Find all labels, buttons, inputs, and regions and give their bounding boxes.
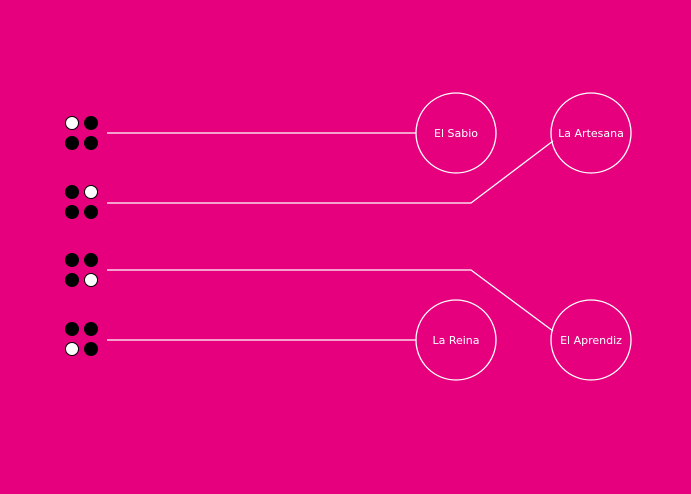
node-la-reina: La Reina	[415, 299, 497, 381]
node-label: El Sabio	[434, 127, 478, 140]
filled-dot	[84, 116, 98, 130]
filled-dot	[84, 342, 98, 356]
dot-pattern	[65, 322, 98, 356]
filled-dot	[65, 205, 79, 219]
filled-dot	[65, 253, 79, 267]
empty-dot	[84, 185, 98, 199]
empty-dot	[65, 342, 79, 356]
dot-pattern	[65, 253, 98, 287]
node-la-artesana: La Artesana	[550, 92, 632, 174]
filled-dot	[65, 273, 79, 287]
nodes: El Sabio La Artesana La Reina El Aprendiz	[415, 92, 632, 381]
dot-pattern	[65, 116, 98, 150]
node-el-sabio: El Sabio	[415, 92, 497, 174]
node-circle	[550, 299, 632, 381]
filled-dot	[84, 322, 98, 336]
node-el-aprendiz: El Aprendiz	[550, 299, 632, 381]
empty-dot	[65, 116, 79, 130]
connection-line	[107, 140, 554, 204]
connections	[107, 132, 554, 341]
dot-patterns	[65, 116, 98, 356]
filled-dot	[84, 205, 98, 219]
node-circle	[550, 92, 632, 174]
node-circle	[415, 299, 497, 381]
filled-dot	[84, 136, 98, 150]
node-label: La Reina	[432, 334, 479, 347]
node-circle	[415, 92, 497, 174]
dot-pattern	[65, 185, 98, 219]
filled-dot	[65, 136, 79, 150]
connection-line	[107, 269, 554, 332]
empty-dot	[84, 273, 98, 287]
filled-dot	[65, 185, 79, 199]
filled-dot	[84, 253, 98, 267]
node-label: La Artesana	[558, 127, 624, 140]
filled-dot	[65, 322, 79, 336]
node-label: El Aprendiz	[560, 334, 622, 347]
